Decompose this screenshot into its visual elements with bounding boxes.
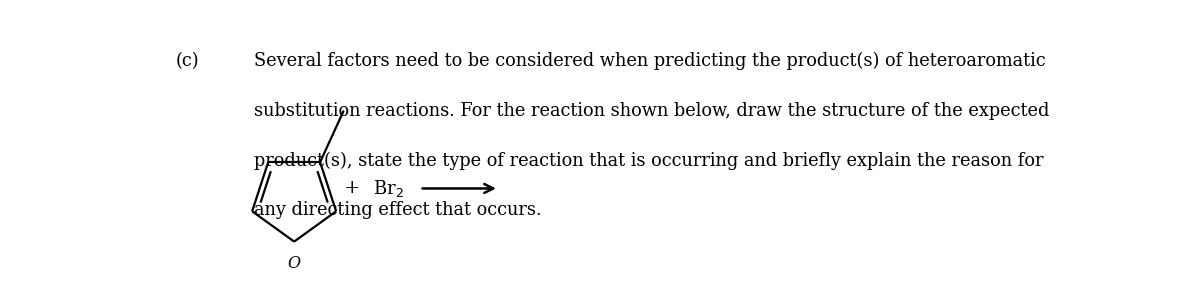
Text: +: + xyxy=(343,179,360,197)
Text: product(s), state the type of reaction that is occurring and briefly explain the: product(s), state the type of reaction t… xyxy=(254,152,1044,170)
Text: Br$_2$: Br$_2$ xyxy=(373,178,404,199)
Text: any directing effect that occurs.: any directing effect that occurs. xyxy=(254,201,541,219)
Text: O: O xyxy=(288,256,301,272)
Text: substitution reactions. For the reaction shown below, draw the structure of the : substitution reactions. For the reaction… xyxy=(254,102,1050,120)
Text: Several factors need to be considered when predicting the product(s) of heteroar: Several factors need to be considered wh… xyxy=(254,52,1045,70)
Text: (c): (c) xyxy=(176,52,199,70)
